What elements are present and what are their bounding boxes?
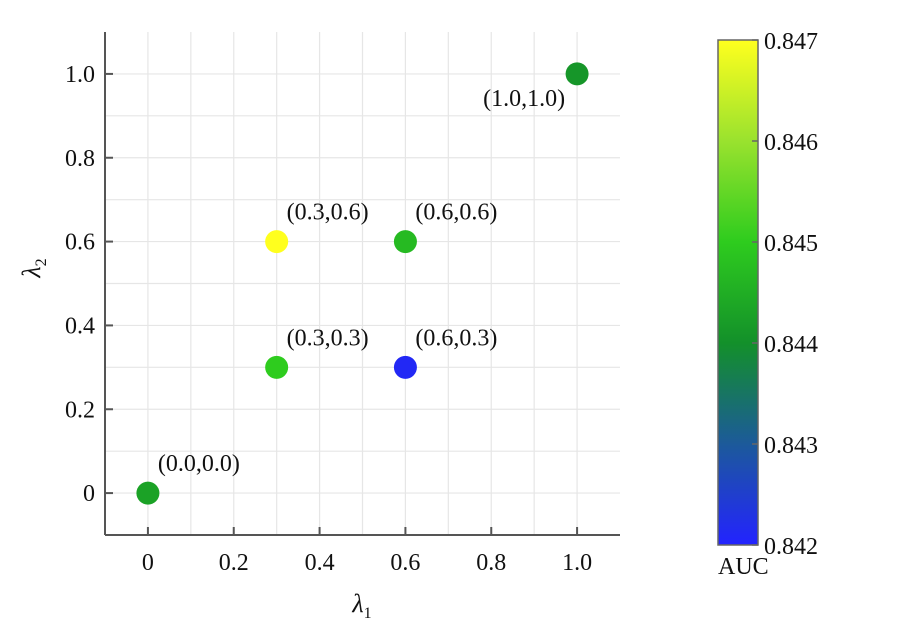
colorbar-tick-label: 0.847 (764, 29, 818, 55)
data-point (265, 230, 289, 254)
y-tick-label: 0.4 (65, 313, 95, 339)
data-point (265, 355, 289, 379)
colorbar-label: AUC (718, 554, 769, 580)
point-label: (1.0,1.0) (483, 86, 565, 112)
x-axis-title: λ1 (351, 589, 371, 622)
point-label: (0.6,0.6) (415, 200, 497, 226)
grid (105, 32, 620, 535)
y-tick-label: 1.0 (65, 62, 95, 88)
x-tick-label: 0.4 (305, 550, 335, 576)
y-tick-label: 0 (83, 481, 95, 507)
axes (104, 32, 620, 536)
y-tick-label: 0.2 (65, 397, 95, 423)
y-tick-label: 0.8 (65, 146, 95, 172)
x-tick-label: 0.8 (476, 550, 506, 576)
point-labels: (0.0,0.0) (0.3,0.3) (0.6,0.3) (0.3,0.6) (0.6… (158, 86, 565, 477)
x-tick-label: 0.2 (219, 550, 249, 576)
colorbar-tick-label: 0.844 (764, 332, 818, 358)
colorbar-ticks: 0.842 0.843 0.844 0.845 0.846 0.847 (752, 29, 818, 560)
x-tick-label: 0 (142, 550, 154, 576)
x-tick-label: 0.6 (390, 550, 420, 576)
point-label: (0.6,0.3) (415, 325, 497, 351)
colorbar-tick-label: 0.843 (764, 433, 818, 459)
data-point (136, 481, 160, 505)
data-point (565, 62, 589, 86)
point-label: (0.3,0.6) (287, 200, 369, 226)
colorbar-tick-label: 0.846 (764, 130, 818, 156)
colorbar: 0.842 0.843 0.844 0.845 0.846 0.847 AUC (717, 29, 818, 580)
y-tick-label: 0.6 (65, 230, 95, 256)
colorbar-tick-label: 0.842 (764, 534, 818, 560)
data-points (136, 62, 589, 505)
colorbar-gradient (717, 39, 759, 546)
point-label: (0.0,0.0) (158, 451, 240, 477)
data-point (393, 230, 417, 254)
data-point (393, 355, 417, 379)
x-tick-label: 1.0 (562, 550, 592, 576)
point-label: (0.3,0.3) (287, 325, 369, 351)
y-axis-title: λ2 (17, 258, 50, 278)
colorbar-tick-label: 0.845 (764, 231, 818, 257)
tick-labels: 0 0.2 0.4 0.6 0.8 1.0 0 0.2 0.4 0.6 0.8 1.0 (65, 62, 592, 576)
